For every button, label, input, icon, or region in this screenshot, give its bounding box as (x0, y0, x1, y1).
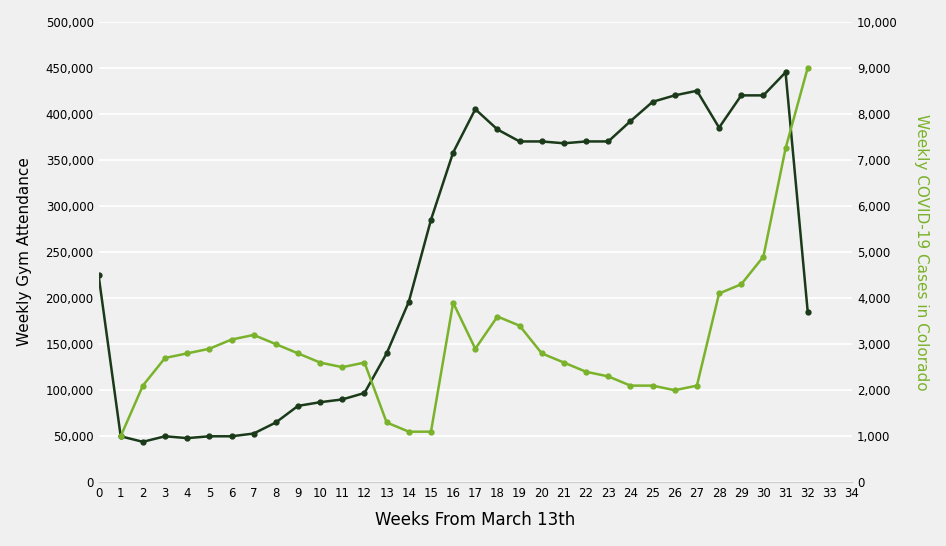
Y-axis label: Weekly Gym Attendance: Weekly Gym Attendance (17, 158, 31, 347)
Y-axis label: Weekly COVID-19 Cases in Colorado: Weekly COVID-19 Cases in Colorado (915, 114, 929, 390)
X-axis label: Weeks From March 13th: Weeks From March 13th (376, 512, 575, 529)
